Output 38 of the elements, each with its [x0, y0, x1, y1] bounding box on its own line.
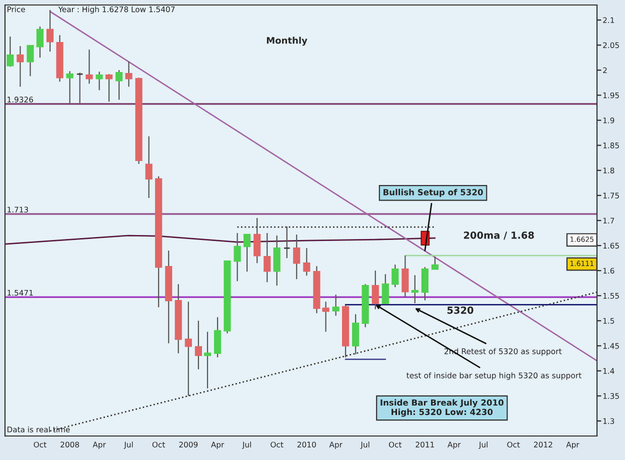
candlestick [86, 49, 93, 84]
candlestick [382, 274, 389, 305]
candlestick [36, 26, 44, 58]
candlestick [204, 331, 212, 389]
candlestick [194, 320, 202, 370]
candlestick [254, 217, 261, 264]
candlestick [214, 316, 222, 358]
candlestick [431, 256, 439, 270]
candlestick [16, 46, 24, 88]
candlestick [76, 72, 84, 104]
candlestick [293, 234, 300, 280]
annotation: 5320 [447, 306, 474, 314]
candlestick [421, 266, 428, 301]
candlestick [184, 301, 192, 396]
line-series [5, 234, 436, 245]
candlestick [125, 61, 132, 88]
candlestick [46, 9, 54, 52]
candlestick [352, 314, 360, 355]
candlestick [96, 71, 103, 91]
candlestick [145, 136, 152, 199]
candlestick [402, 255, 409, 298]
candlestick [116, 70, 123, 100]
annotation: Bullish Setup of 5320 [384, 188, 483, 197]
candlestick [26, 44, 34, 77]
annotation: 200ma / 1.68 [464, 231, 534, 240]
candlestick [6, 36, 14, 68]
text: Monthly [266, 36, 308, 46]
candlestick [105, 74, 113, 102]
candlestick [303, 248, 310, 276]
candlestick [264, 232, 271, 283]
candlestick [273, 234, 280, 286]
candlestick [392, 264, 399, 288]
candlestick [332, 294, 340, 316]
candlestick [234, 232, 241, 282]
candlestick [66, 70, 74, 104]
candlestick [244, 233, 251, 272]
annotation: Inside Bar Break July 2010 High: 5320 Low: 4230 [380, 399, 504, 417]
candlestick [411, 274, 418, 304]
